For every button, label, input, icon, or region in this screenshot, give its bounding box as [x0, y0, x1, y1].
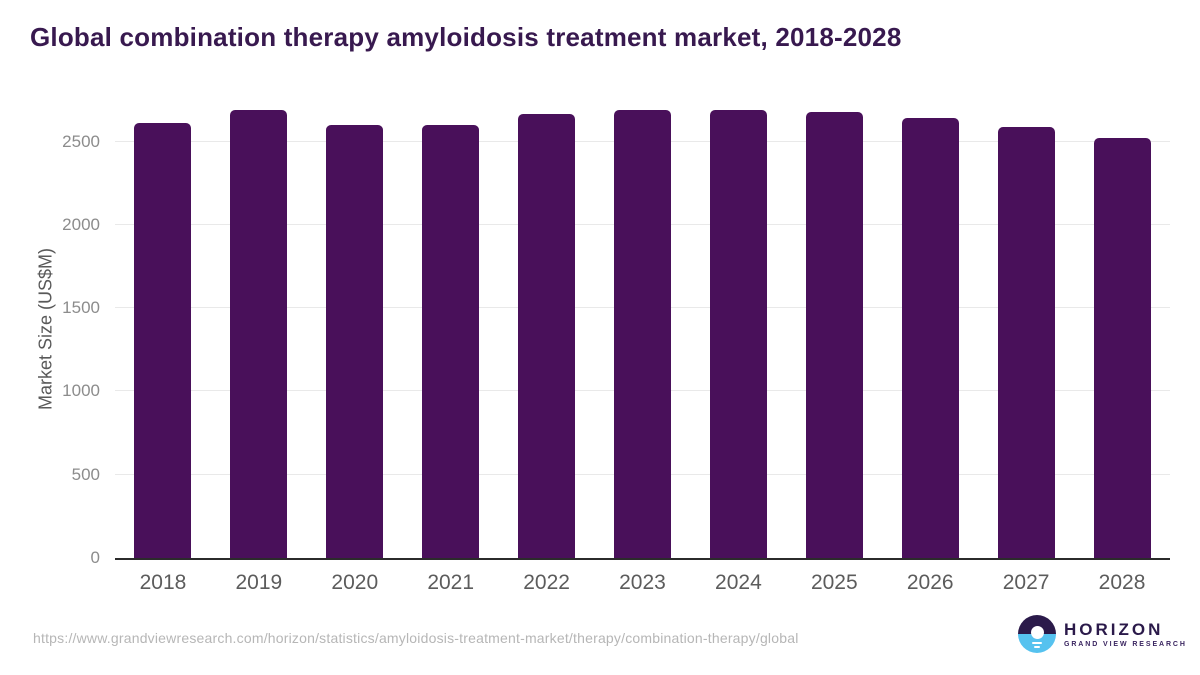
bar-cell-2026 — [882, 100, 978, 558]
y-tick-label-1000: 1000 — [62, 381, 100, 401]
x-tick-label-2019: 2019 — [235, 571, 283, 594]
bar-cell-2021 — [403, 100, 499, 558]
bar-2024 — [709, 110, 767, 558]
bar-cell-2020 — [307, 100, 403, 558]
bar-cell-2018 — [115, 100, 211, 558]
bar-2022 — [518, 113, 576, 558]
x-tick-label-2028: 2028 — [1098, 571, 1146, 594]
x-axis-labels: 2018 2019 2020 2021 2022 2023 2024 2025 2026 2027… — [115, 571, 1170, 595]
bar-2018 — [134, 123, 192, 558]
x-tick-label-2021: 2021 — [427, 571, 475, 594]
y-tick-label-1500: 1500 — [62, 298, 100, 318]
y-tick-label-500: 500 — [71, 464, 100, 484]
x-tick-label-2025: 2025 — [810, 571, 858, 594]
horizon-sun-icon — [1018, 615, 1056, 653]
bar-cell-2024 — [690, 100, 786, 558]
y-axis-title: Market Size (US$M) — [35, 247, 56, 411]
bar-2028 — [1093, 137, 1151, 558]
chart-title: Global combination therapy amyloidosis t… — [30, 22, 902, 52]
bar-2021 — [422, 124, 480, 558]
x-tick-label-2026: 2026 — [906, 571, 954, 594]
logo-subtitle: GRAND VIEW RESEARCH — [1064, 640, 1187, 648]
y-tick-label-2500: 2500 — [62, 131, 100, 151]
bar-2023 — [613, 109, 671, 558]
logo-text: HORIZON GRAND VIEW RESEARCH — [1064, 619, 1187, 648]
horizon-logo: HORIZON GRAND VIEW RESEARCH — [1018, 615, 1187, 653]
x-tick-label-2027: 2027 — [1002, 571, 1050, 594]
x-tick-label-2022: 2022 — [523, 571, 570, 594]
bar-cell-2022 — [499, 100, 595, 558]
bar-series — [115, 100, 1170, 558]
bar-cell-2025 — [786, 100, 882, 558]
sun-disc — [1030, 626, 1044, 639]
sun-ripple — [1033, 645, 1041, 648]
bar-cell-2027 — [978, 100, 1074, 558]
bar-2019 — [230, 109, 288, 558]
sun-ripple — [1032, 641, 1042, 645]
bar-cell-2028 — [1074, 100, 1170, 558]
bar-cell-2023 — [595, 100, 691, 558]
source-url: https://www.grandviewresearch.com/horizo… — [33, 630, 799, 646]
y-tick-label-0: 0 — [90, 548, 100, 567]
logo-wordmark: HORIZON — [1064, 619, 1164, 639]
x-tick-label-2024: 2024 — [715, 571, 762, 594]
bar-cell-2019 — [211, 100, 307, 558]
bar-2027 — [997, 127, 1055, 558]
x-tick-label-2020: 2020 — [331, 571, 379, 594]
x-tick-label-2023: 2023 — [619, 571, 666, 594]
bar-2020 — [326, 125, 384, 558]
x-tick-label-2018: 2018 — [139, 571, 187, 594]
bar-2025 — [805, 111, 863, 558]
plot-area: 0 500 1000 1500 2000 2500 Market Size (US$M) — [36, 100, 1170, 566]
y-tick-label-2000: 2000 — [62, 214, 100, 234]
bar-2026 — [901, 118, 959, 558]
